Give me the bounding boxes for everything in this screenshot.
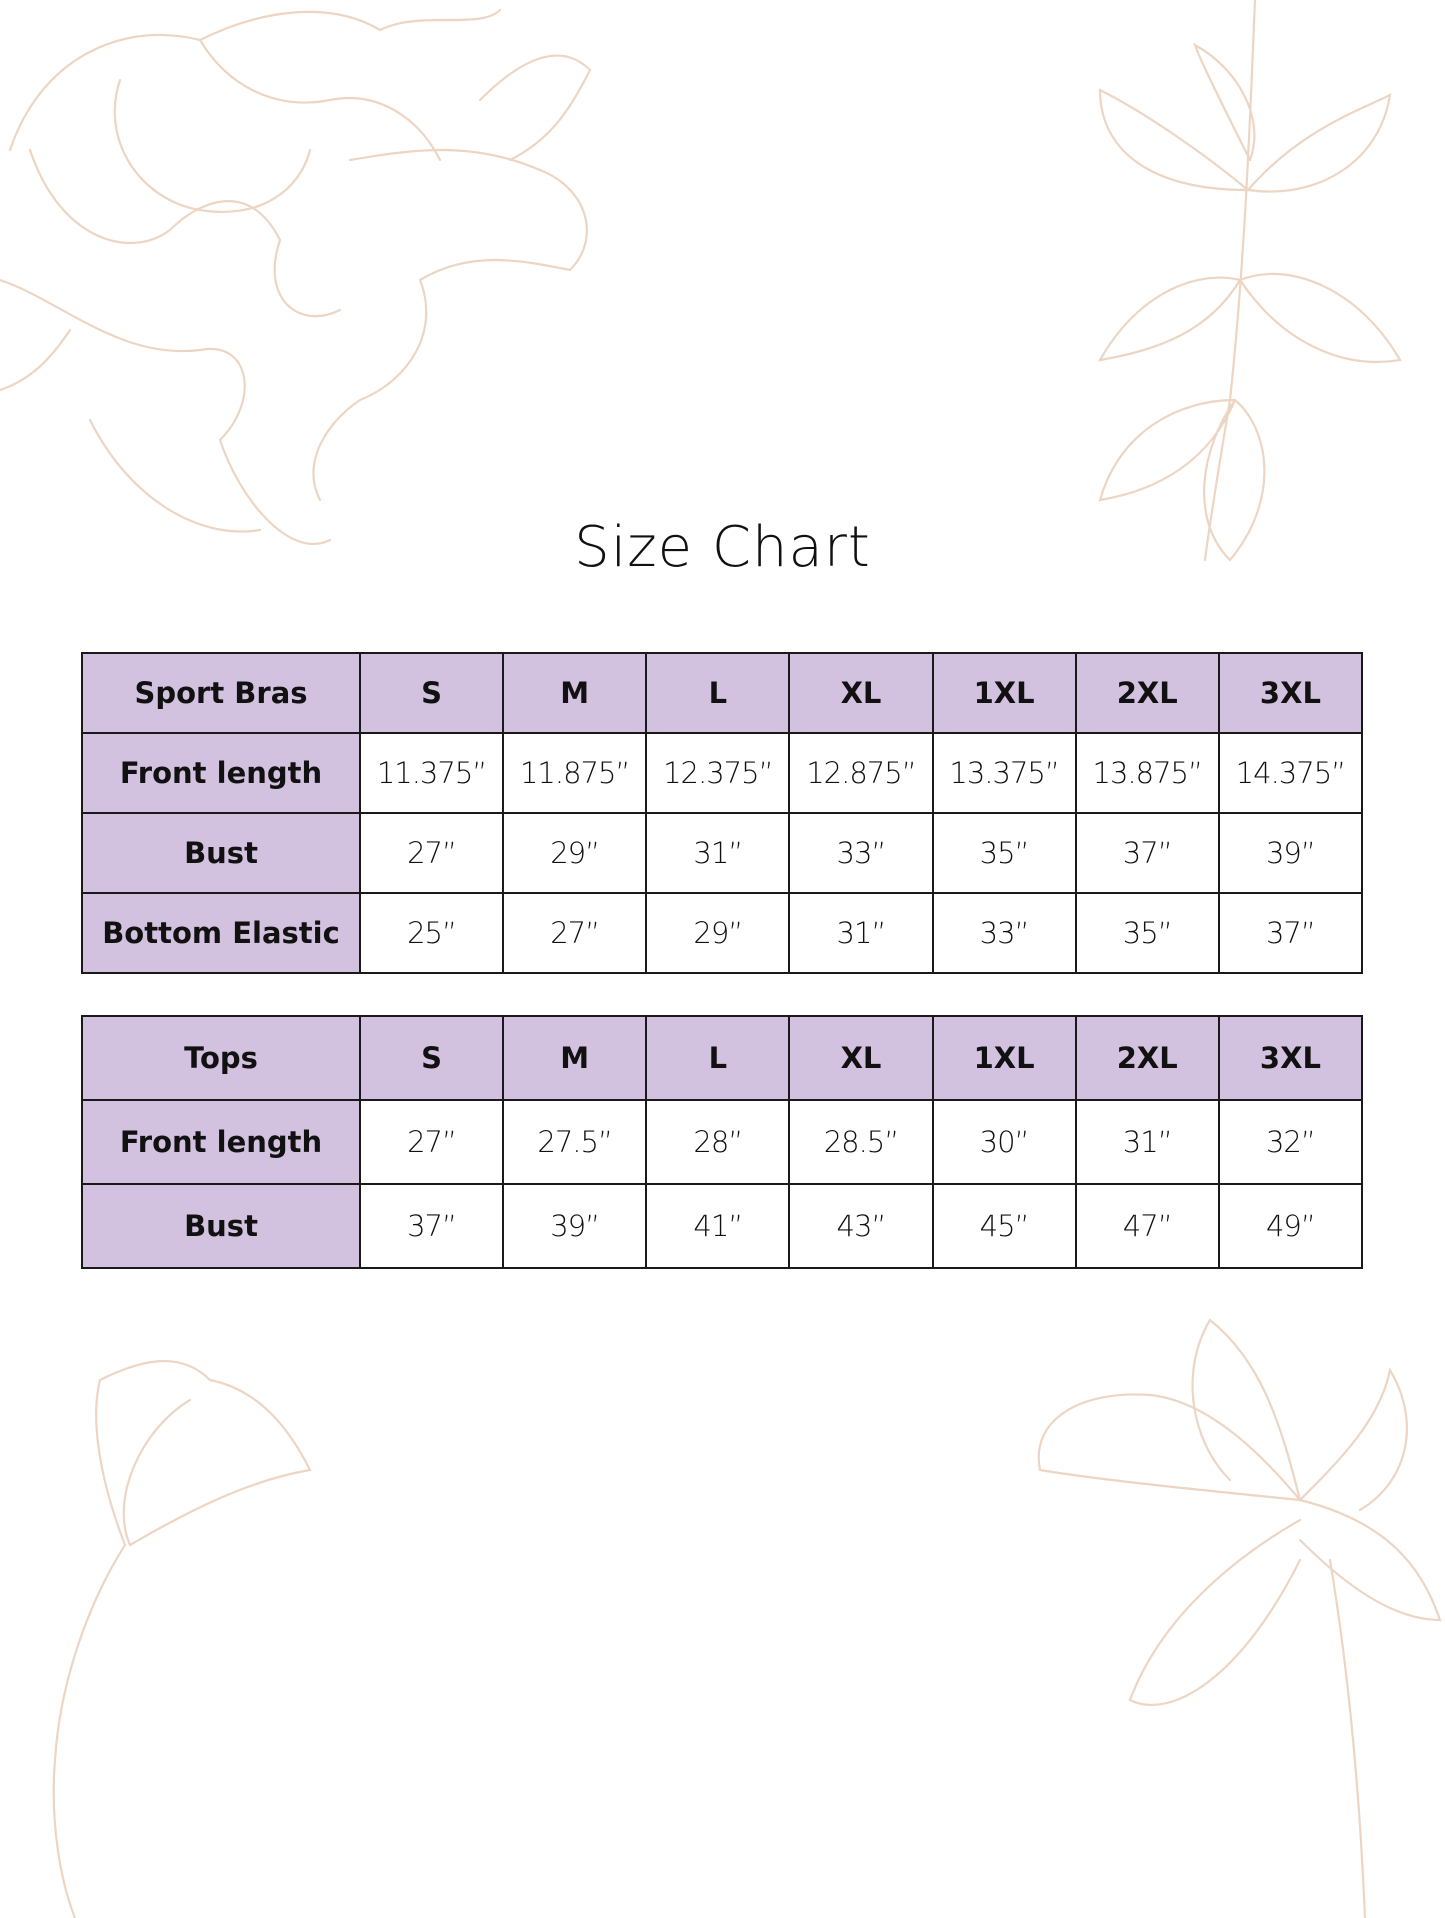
table-cell: 27” (358, 1099, 505, 1185)
table-cell: 29” (645, 892, 791, 974)
size-header: 2XL (1074, 652, 1220, 734)
size-header: L (645, 1015, 791, 1101)
size-header: 1XL (931, 1015, 1077, 1101)
table-row: Front length 11.375” 11.875” 12.375” 12.… (81, 732, 1364, 814)
table-cell: 29” (502, 812, 648, 894)
table-cell: 31” (788, 892, 934, 974)
sport-bras-size-table: Sport Bras S M L XL 1XL 2XL 3XL Front le… (81, 652, 1364, 974)
size-header: M (502, 652, 648, 734)
size-header: 3XL (1217, 652, 1364, 734)
size-header: 1XL (931, 652, 1077, 734)
tulip-line-art-icon (52, 1360, 312, 1918)
table-cell: 11.375” (358, 732, 505, 814)
size-header: 3XL (1217, 1015, 1364, 1101)
table-header-row: Tops S M L XL 1XL 2XL 3XL (81, 1015, 1364, 1101)
table-cell: 28.5” (788, 1099, 934, 1185)
table-cell: 13.375” (931, 732, 1077, 814)
row-label: Bust (81, 812, 361, 894)
table-cell: 12.875” (788, 732, 934, 814)
table-cell: 37” (1074, 812, 1220, 894)
page-title: Size Chart (574, 515, 871, 580)
table-cell: 27” (502, 892, 648, 974)
table-cell: 27” (358, 812, 505, 894)
size-header: M (502, 1015, 648, 1101)
row-label: Front length (81, 732, 361, 814)
table-cell: 25” (358, 892, 505, 974)
table-title-cell: Tops (81, 1015, 361, 1101)
table-row: Bust 37” 39” 41” 43” 45” 47” 49” (81, 1183, 1364, 1269)
table-cell: 39” (502, 1183, 648, 1269)
tops-size-table: Tops S M L XL 1XL 2XL 3XL Front length 2… (81, 1015, 1364, 1269)
table-cell: 49” (1217, 1183, 1364, 1269)
table-cell: 37” (358, 1183, 505, 1269)
row-label: Bottom Elastic (81, 892, 361, 974)
table-cell: 35” (931, 812, 1077, 894)
row-label: Bust (81, 1183, 361, 1269)
leaf-branch-icon (1097, 0, 1402, 562)
table-cell: 45” (931, 1183, 1077, 1269)
table-row: Bottom Elastic 25” 27” 29” 31” 33” 35” 3… (81, 892, 1364, 974)
table-cell: 31” (1074, 1099, 1220, 1185)
size-header: XL (788, 1015, 934, 1101)
table-cell: 14.375” (1217, 732, 1364, 814)
table-cell: 12.375” (645, 732, 791, 814)
size-header: 2XL (1074, 1015, 1220, 1101)
table-cell: 41” (645, 1183, 791, 1269)
size-header: S (358, 652, 505, 734)
table-cell: 13.875” (1074, 732, 1220, 814)
table-cell: 28” (645, 1099, 791, 1185)
table-cell: 33” (931, 892, 1077, 974)
size-header: XL (788, 652, 934, 734)
row-label: Front length (81, 1099, 361, 1185)
table-cell: 43” (788, 1183, 934, 1269)
table-row: Front length 27” 27.5” 28” 28.5” 30” 31”… (81, 1099, 1364, 1185)
table-title-cell: Sport Bras (81, 652, 361, 734)
table-cell: 32” (1217, 1099, 1364, 1185)
table-cell: 37” (1217, 892, 1364, 974)
table-row: Bust 27” 29” 31” 33” 35” 37” 39” (81, 812, 1364, 894)
table-header-row: Sport Bras S M L XL 1XL 2XL 3XL (81, 652, 1364, 734)
table-cell: 30” (931, 1099, 1077, 1185)
table-cell: 35” (1074, 892, 1220, 974)
table-cell: 33” (788, 812, 934, 894)
peony-line-art-icon (0, 8, 592, 546)
table-cell: 39” (1217, 812, 1364, 894)
table-cell: 27.5” (502, 1099, 648, 1185)
table-cell: 47” (1074, 1183, 1220, 1269)
lily-line-art-icon (1037, 1318, 1442, 1918)
table-cell: 11.875” (502, 732, 648, 814)
size-header: L (645, 652, 791, 734)
table-cell: 31” (645, 812, 791, 894)
size-header: S (358, 1015, 505, 1101)
